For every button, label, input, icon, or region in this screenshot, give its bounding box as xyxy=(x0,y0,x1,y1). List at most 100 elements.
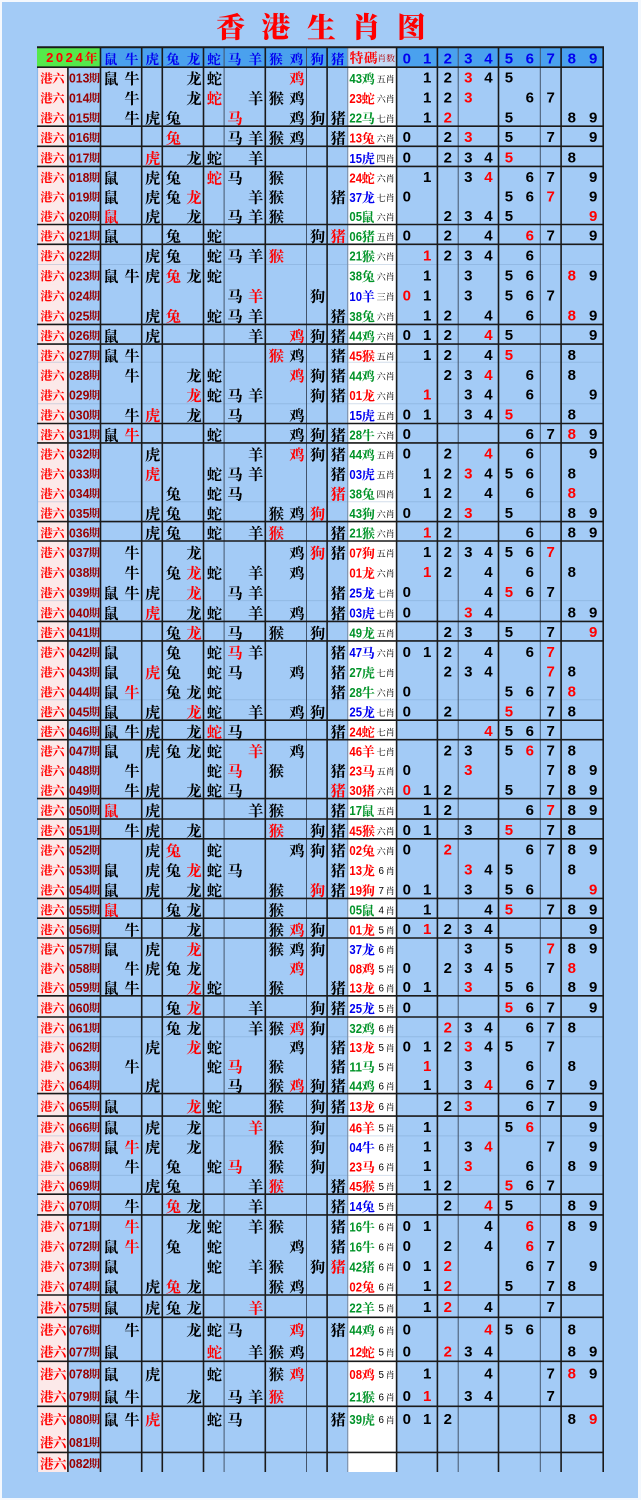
svg-text:6: 6 xyxy=(526,1177,534,1194)
svg-text:5: 5 xyxy=(505,901,513,918)
svg-text:2: 2 xyxy=(444,1020,452,1037)
svg-text:5: 5 xyxy=(505,1321,513,1338)
svg-text:013: 013 xyxy=(69,71,89,86)
svg-text:8: 8 xyxy=(568,762,576,779)
svg-text:9: 9 xyxy=(589,426,597,443)
svg-text:4: 4 xyxy=(484,169,493,186)
svg-text:8: 8 xyxy=(568,505,576,522)
svg-text:5: 5 xyxy=(505,703,513,720)
svg-text:2: 2 xyxy=(444,1098,452,1115)
svg-text:1: 1 xyxy=(423,247,431,264)
svg-text:21: 21 xyxy=(349,249,362,264)
svg-text:6: 6 xyxy=(378,866,384,877)
svg-text:2: 2 xyxy=(444,327,452,344)
svg-text:1: 1 xyxy=(423,1388,431,1405)
svg-text:1: 1 xyxy=(423,465,431,482)
svg-text:1: 1 xyxy=(423,524,431,541)
svg-text:9: 9 xyxy=(589,1343,597,1360)
svg-text:2: 2 xyxy=(444,1198,452,1215)
svg-text:6: 6 xyxy=(526,227,534,244)
svg-text:3: 3 xyxy=(464,762,472,779)
svg-text:046: 046 xyxy=(69,724,89,739)
svg-text:21: 21 xyxy=(349,1390,362,1405)
svg-text:8: 8 xyxy=(568,802,576,819)
svg-text:062: 062 xyxy=(69,1040,89,1055)
svg-text:7: 7 xyxy=(547,624,555,641)
svg-text:13: 13 xyxy=(349,1099,362,1114)
svg-text:5: 5 xyxy=(505,1177,513,1194)
svg-text:43: 43 xyxy=(349,506,362,521)
svg-text:3: 3 xyxy=(464,1039,472,1056)
svg-text:4: 4 xyxy=(484,70,493,87)
svg-text:6: 6 xyxy=(526,882,534,899)
svg-text:9: 9 xyxy=(589,1138,597,1155)
svg-text:4: 4 xyxy=(484,901,493,918)
svg-text:6: 6 xyxy=(526,1119,534,1136)
svg-text:6: 6 xyxy=(378,1143,384,1154)
svg-text:7: 7 xyxy=(547,169,555,186)
svg-text:1: 1 xyxy=(423,644,431,661)
svg-text:058: 058 xyxy=(69,961,89,976)
svg-text:9: 9 xyxy=(589,387,597,404)
svg-text:8: 8 xyxy=(568,842,576,859)
svg-text:6: 6 xyxy=(526,524,534,541)
svg-text:2: 2 xyxy=(444,90,452,107)
svg-text:1: 1 xyxy=(423,822,431,839)
svg-text:6: 6 xyxy=(526,426,534,443)
svg-text:7: 7 xyxy=(547,51,555,68)
svg-text:0: 0 xyxy=(403,505,411,522)
svg-text:5: 5 xyxy=(505,1198,513,1215)
svg-text:073: 073 xyxy=(69,1259,89,1274)
svg-text:3: 3 xyxy=(464,822,472,839)
svg-text:5: 5 xyxy=(505,70,513,87)
svg-text:059: 059 xyxy=(69,980,89,995)
svg-text:7: 7 xyxy=(547,644,555,661)
svg-text:5: 5 xyxy=(505,188,513,205)
svg-text:019: 019 xyxy=(69,189,89,204)
svg-text:0: 0 xyxy=(403,979,411,996)
svg-text:9: 9 xyxy=(589,979,597,996)
svg-text:6: 6 xyxy=(526,1077,534,1094)
svg-text:9: 9 xyxy=(589,51,597,68)
svg-text:9: 9 xyxy=(589,624,597,641)
svg-text:1: 1 xyxy=(423,485,431,502)
svg-text:08: 08 xyxy=(349,1367,362,1382)
svg-text:2: 2 xyxy=(444,446,452,463)
svg-text:6: 6 xyxy=(526,169,534,186)
svg-text:034: 034 xyxy=(69,486,90,501)
svg-text:9: 9 xyxy=(589,1119,597,1136)
svg-text:6: 6 xyxy=(526,90,534,107)
svg-text:19: 19 xyxy=(349,883,362,898)
svg-text:49: 49 xyxy=(349,626,362,641)
svg-text:6: 6 xyxy=(526,387,534,404)
svg-text:2: 2 xyxy=(444,564,452,581)
svg-text:025: 025 xyxy=(69,308,89,323)
svg-text:6: 6 xyxy=(526,723,534,740)
svg-text:17: 17 xyxy=(349,803,362,818)
svg-text:0: 0 xyxy=(56,50,63,65)
svg-text:9: 9 xyxy=(589,505,597,522)
svg-text:5: 5 xyxy=(505,287,513,304)
svg-text:068: 068 xyxy=(69,1159,89,1174)
svg-text:030: 030 xyxy=(69,408,89,423)
svg-text:45: 45 xyxy=(349,1179,362,1194)
svg-text:5: 5 xyxy=(505,149,513,166)
svg-text:3: 3 xyxy=(464,604,472,621)
svg-text:078: 078 xyxy=(69,1367,89,1382)
svg-text:3: 3 xyxy=(464,208,472,225)
svg-text:3: 3 xyxy=(464,921,472,938)
svg-text:5: 5 xyxy=(378,1123,384,1134)
svg-text:070: 070 xyxy=(69,1199,89,1214)
svg-text:5: 5 xyxy=(505,862,513,879)
svg-text:9: 9 xyxy=(589,782,597,799)
svg-text:6: 6 xyxy=(378,1222,384,1233)
svg-text:1: 1 xyxy=(423,387,431,404)
svg-text:1: 1 xyxy=(423,90,431,107)
svg-text:7: 7 xyxy=(547,703,555,720)
svg-text:082: 082 xyxy=(69,1456,89,1471)
svg-text:056: 056 xyxy=(69,922,89,937)
svg-text:4: 4 xyxy=(484,1138,493,1155)
svg-text:8: 8 xyxy=(568,1058,576,1075)
svg-text:6: 6 xyxy=(526,644,534,661)
svg-text:3: 3 xyxy=(464,979,472,996)
